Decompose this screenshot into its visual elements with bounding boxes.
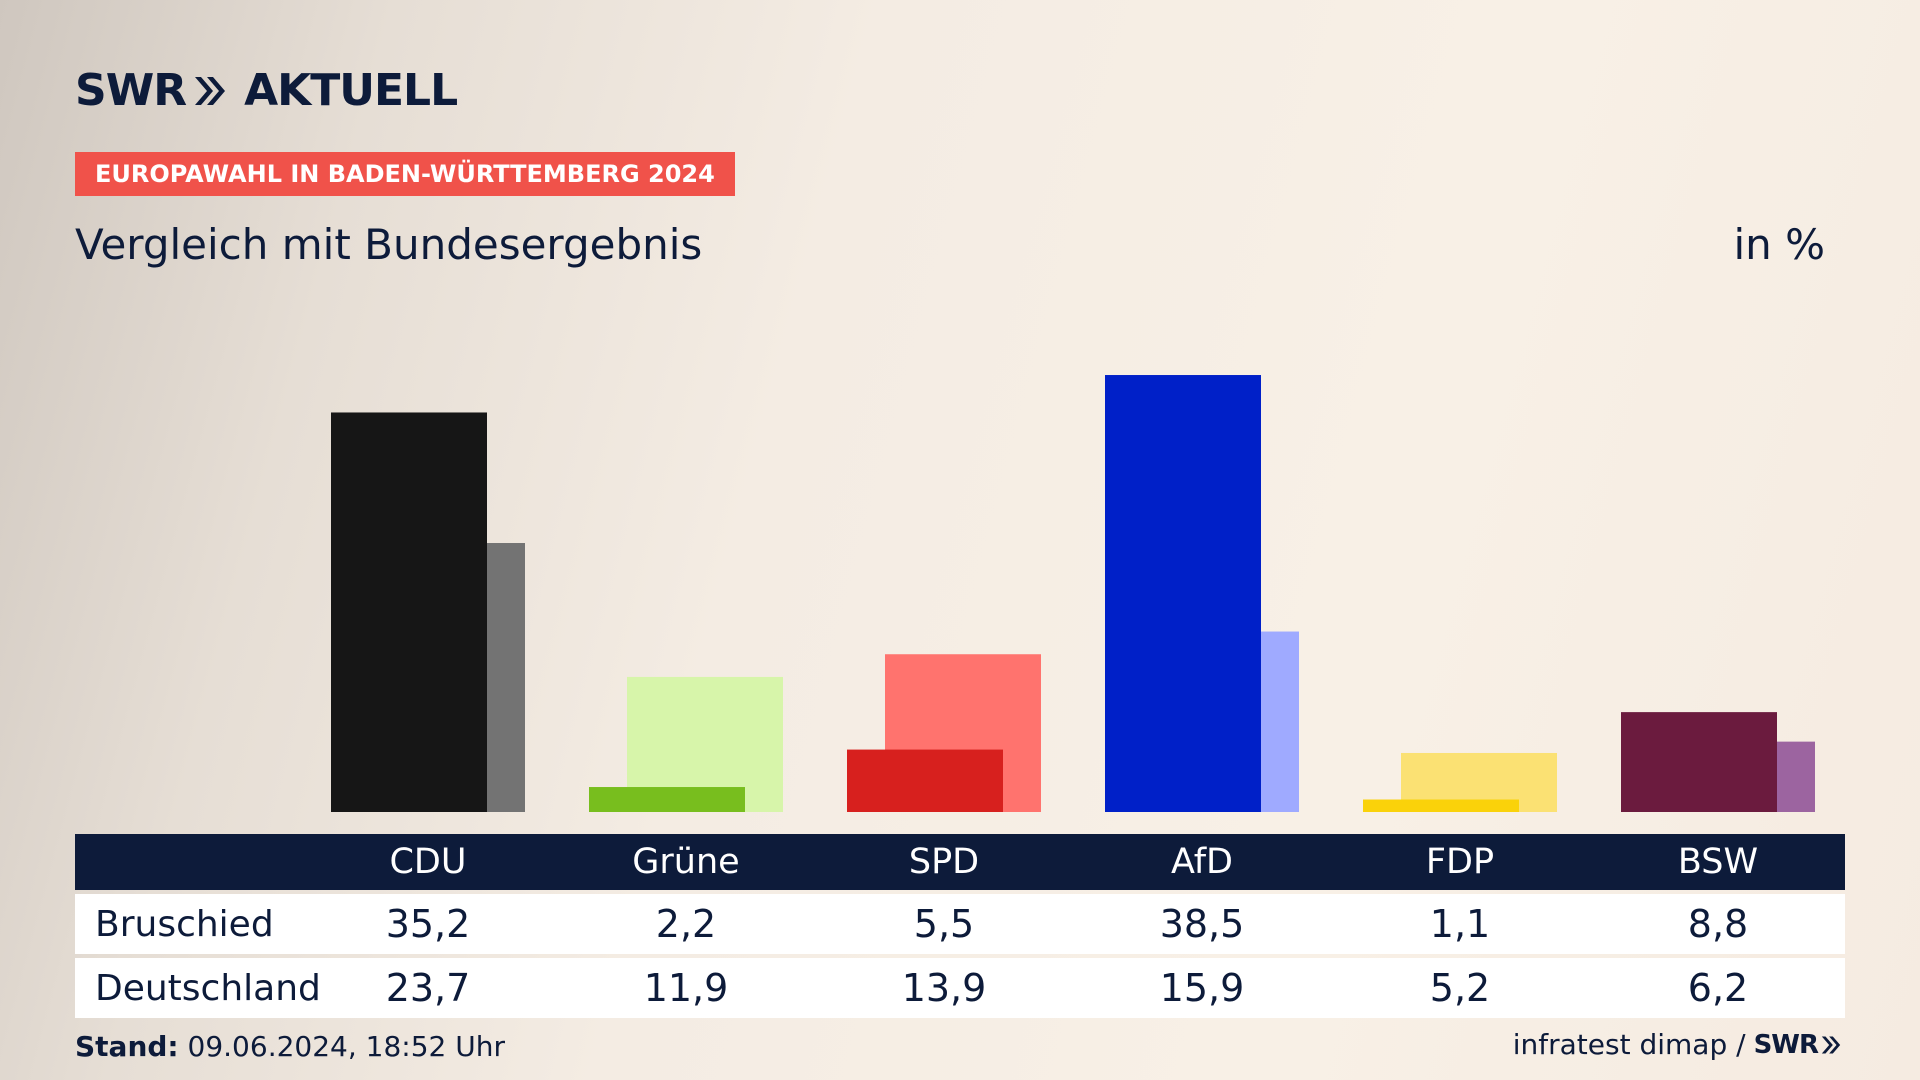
source-text: infratest dimap /	[1512, 1028, 1746, 1061]
timestamp: Stand: 09.06.2024, 18:52 Uhr	[75, 1030, 505, 1063]
row-label-deutschland: Deutschland	[95, 967, 321, 1009]
results-table: CDU Grüne SPD AfD FDP BSW Bruschied 35,2 2,2 5,…	[75, 834, 1845, 1018]
category-label-spd: SPD	[908, 842, 980, 882]
value-bruschied-afd: 38,5	[1159, 902, 1245, 946]
value-bruschied-bsw: 8,8	[1687, 902, 1749, 946]
logo-swr-text: SWR	[75, 65, 187, 116]
value-bruschied-gruene: 2,2	[655, 902, 717, 946]
source-credit: infratest dimap / SWR	[1513, 1028, 1842, 1061]
swr-small-logo-text: SWR	[1753, 1029, 1819, 1060]
stand-label: Stand:	[75, 1030, 179, 1063]
bar-chart	[331, 375, 1815, 812]
category-label-afd: AfD	[1171, 842, 1233, 882]
row-label-bruschied: Bruschied	[95, 903, 274, 945]
bar-bruschied-spd	[847, 749, 1003, 812]
value-deutschland-gruene: 11,9	[643, 966, 729, 1010]
chart-subtitle: Vergleich mit Bundesergebnis	[75, 220, 703, 269]
value-deutschland-spd: 13,9	[901, 966, 987, 1010]
table-row-deutschland: Deutschland 23,7 11,9 13,9 15,9 5,2 6,2	[75, 958, 1845, 1018]
table-row-bruschied: Bruschied 35,2 2,2 5,5 38,5 1,1 8,8	[75, 894, 1845, 954]
bar-bruschied-gruene	[589, 787, 745, 812]
value-bruschied-cdu: 35,2	[385, 902, 471, 946]
table-header-row: CDU Grüne SPD AfD FDP BSW	[75, 834, 1845, 890]
category-label-cdu: CDU	[389, 842, 467, 882]
bar-bruschied-bsw	[1621, 712, 1777, 812]
logo-aktuell-text: AKTUELL	[244, 65, 458, 116]
stand-value: 09.06.2024, 18:52 Uhr	[187, 1030, 505, 1063]
category-label-bsw: BSW	[1677, 842, 1759, 882]
bar-bruschied-cdu	[331, 412, 487, 812]
category-label-fdp: FDP	[1425, 842, 1495, 882]
value-deutschland-cdu: 23,7	[385, 966, 471, 1010]
bar-bruschied-afd	[1105, 375, 1261, 812]
value-deutschland-bsw: 6,2	[1687, 966, 1749, 1010]
double-chevron-icon	[195, 77, 226, 105]
value-deutschland-afd: 15,9	[1159, 966, 1245, 1010]
value-deutschland-fdp: 5,2	[1429, 966, 1491, 1010]
unit-label: in %	[1733, 220, 1825, 269]
swr-aktuell-logo: SWR AKTUELL	[75, 65, 458, 116]
value-bruschied-fdp: 1,1	[1429, 902, 1491, 946]
value-bruschied-spd: 5,5	[913, 902, 975, 946]
double-chevron-small-icon	[1821, 1035, 1841, 1054]
election-tagline: EUROPAWAHL IN BADEN-WÜRTTEMBERG 2024	[75, 152, 735, 196]
bar-bruschied-fdp	[1363, 799, 1519, 812]
category-label-gruene: Grüne	[632, 842, 740, 882]
